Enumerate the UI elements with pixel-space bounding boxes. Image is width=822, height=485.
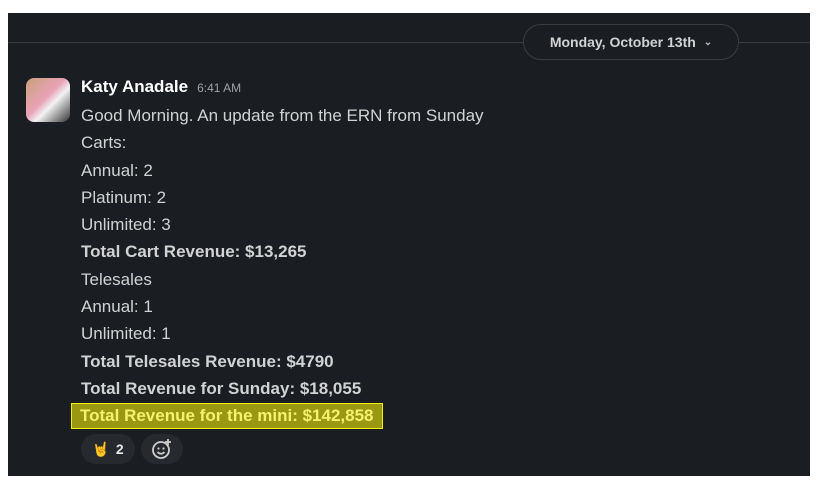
avatar[interactable] bbox=[26, 78, 70, 122]
message-line: Unlimited: 3 bbox=[81, 215, 171, 235]
message-line: Telesales bbox=[81, 269, 152, 289]
rock-on-hand-icon: 🤘 bbox=[92, 440, 110, 457]
message-line: Good Morning. An update from the ERN fro… bbox=[81, 106, 484, 125]
chevron-down-icon: ⌄ bbox=[703, 36, 713, 48]
message-line: Annual: 1 bbox=[81, 297, 153, 317]
message-pane: Monday, October 13th ⌄ Katy Anadale 6:41… bbox=[8, 13, 810, 476]
message-line: Platinum: 2 bbox=[81, 187, 167, 207]
message-line: Total Cart Revenue: $13,265 bbox=[81, 242, 307, 262]
timestamp[interactable]: 6:41 AM bbox=[197, 81, 242, 95]
reaction-rock-on[interactable]: 🤘 2 bbox=[81, 434, 135, 464]
author-name[interactable]: Katy Anadale bbox=[81, 77, 189, 96]
reaction-count: 2 bbox=[115, 441, 124, 457]
date-label: Monday, October 13th bbox=[549, 34, 696, 50]
message-line: Total Revenue for Sunday: $18,055 bbox=[81, 378, 362, 398]
reactions-bar: 🤘 2 bbox=[81, 434, 183, 464]
add-emoji-icon bbox=[152, 439, 171, 459]
date-jump-button[interactable]: Monday, October 13th ⌄ bbox=[523, 24, 739, 60]
message-line: Total Telesales Revenue: $4790 bbox=[81, 351, 334, 371]
message-line: Unlimited: 1 bbox=[81, 324, 171, 344]
message-line: Carts: bbox=[81, 133, 127, 153]
add-reaction-button[interactable] bbox=[141, 434, 183, 464]
highlighted-message-line: Total Revenue for the mini: $142,858 bbox=[71, 403, 383, 430]
message-header: Katy Anadale 6:41 AM bbox=[81, 77, 241, 97]
message-line: Annual: 2 bbox=[81, 160, 153, 180]
message-body: Good Morning. An update from the ERN fro… bbox=[71, 102, 484, 430]
date-divider-line bbox=[8, 42, 810, 43]
